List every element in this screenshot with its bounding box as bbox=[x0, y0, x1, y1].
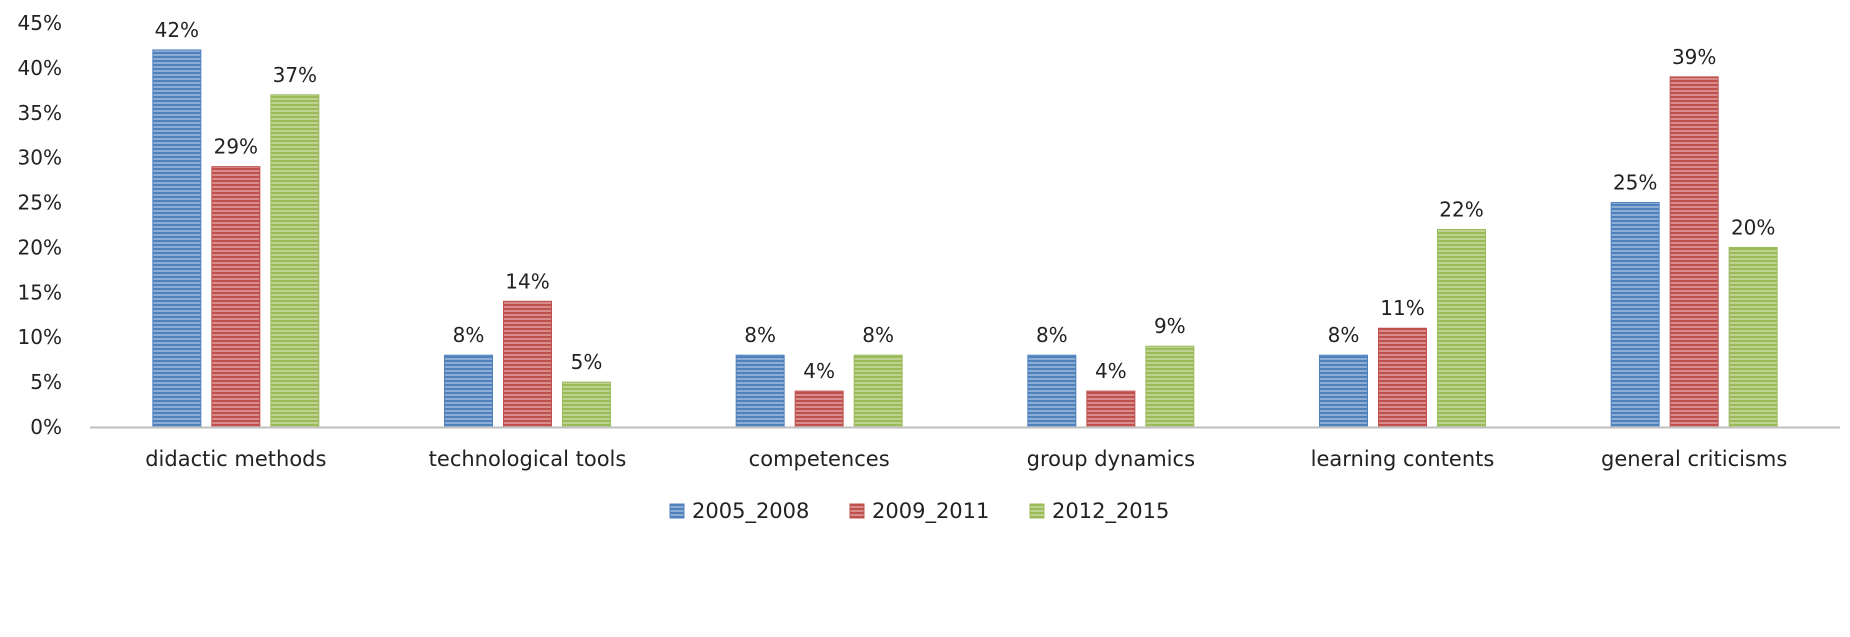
bar-2012_2015 bbox=[562, 381, 611, 428]
bar-2009_2011 bbox=[1669, 76, 1719, 428]
legend-swatch bbox=[1029, 503, 1045, 519]
y-tick-label: 35% bbox=[18, 101, 62, 125]
x-category-label: group dynamics bbox=[1027, 447, 1195, 471]
y-tick-label: 10% bbox=[18, 325, 62, 349]
data-label: 42% bbox=[155, 18, 199, 42]
legend-swatch bbox=[669, 503, 685, 519]
bar-2012_2015 bbox=[1437, 228, 1486, 428]
bar-2009_2011 bbox=[211, 166, 261, 428]
y-axis: 0% 5% 10% 15% 20% 25% 30% 35% 40% 45% bbox=[18, 11, 62, 439]
data-label: 8% bbox=[744, 323, 776, 347]
data-label: 8% bbox=[1036, 323, 1068, 347]
y-tick-label: 30% bbox=[18, 146, 62, 170]
y-tick-label: 5% bbox=[30, 370, 62, 394]
x-category-label: didactic methods bbox=[145, 447, 326, 471]
x-category-label: learning contents bbox=[1311, 447, 1495, 471]
bar-2005_2008 bbox=[152, 49, 202, 428]
data-label: 11% bbox=[1380, 296, 1424, 320]
y-tick-label: 15% bbox=[18, 280, 62, 304]
x-category-label: technological tools bbox=[429, 447, 627, 471]
bar-2012_2015 bbox=[853, 354, 903, 428]
data-labels-group: 42% 29% 37% 8% 14% 5% 8% 4% 8% 8% 4% 9% 8% 11% 22% 25% 3… bbox=[155, 18, 1776, 383]
data-label: 37% bbox=[273, 63, 317, 87]
bar-2012_2015 bbox=[1145, 345, 1195, 428]
x-axis: didactic methods technological tools compe… bbox=[90, 426, 1840, 471]
data-label: 8% bbox=[862, 323, 894, 347]
data-label: 8% bbox=[453, 323, 485, 347]
data-label: 20% bbox=[1731, 215, 1775, 239]
data-label: 14% bbox=[505, 269, 549, 293]
y-tick-label: 45% bbox=[18, 11, 62, 35]
bars-group bbox=[152, 49, 1778, 428]
bar-2009_2011 bbox=[1378, 327, 1427, 428]
data-label: 4% bbox=[803, 359, 835, 383]
legend-label: 2005_2008 bbox=[692, 499, 809, 524]
x-category-label: general criticisms bbox=[1601, 447, 1787, 471]
bar-2009_2011 bbox=[503, 300, 552, 428]
data-label: 8% bbox=[1328, 323, 1360, 347]
data-label: 9% bbox=[1154, 314, 1186, 338]
y-tick-label: 25% bbox=[18, 191, 62, 215]
data-label: 4% bbox=[1095, 359, 1127, 383]
bar-2005_2008 bbox=[735, 354, 785, 428]
bar-2009_2011 bbox=[794, 390, 844, 428]
data-label: 5% bbox=[571, 350, 603, 374]
legend: 2005_2008 2009_2011 2012_2015 bbox=[669, 499, 1169, 524]
legend-label: 2009_2011 bbox=[872, 499, 989, 524]
bar-2005_2008 bbox=[1319, 354, 1368, 428]
x-category-label: competences bbox=[749, 447, 890, 471]
y-tick-label: 20% bbox=[18, 235, 62, 259]
bar-2012_2015 bbox=[270, 94, 320, 428]
data-label: 22% bbox=[1439, 197, 1483, 221]
bar-2005_2008 bbox=[1610, 202, 1660, 428]
legend-swatch bbox=[849, 503, 865, 519]
data-label: 39% bbox=[1672, 45, 1716, 69]
bar-2005_2008 bbox=[444, 354, 493, 428]
bar-2012_2015 bbox=[1728, 246, 1778, 428]
bar-2005_2008 bbox=[1027, 354, 1077, 428]
y-tick-label: 40% bbox=[18, 56, 62, 80]
y-tick-label: 0% bbox=[30, 415, 62, 439]
bar-2009_2011 bbox=[1086, 390, 1136, 428]
data-label: 29% bbox=[214, 135, 258, 159]
data-label: 25% bbox=[1613, 171, 1657, 195]
legend-label: 2012_2015 bbox=[1052, 499, 1169, 524]
